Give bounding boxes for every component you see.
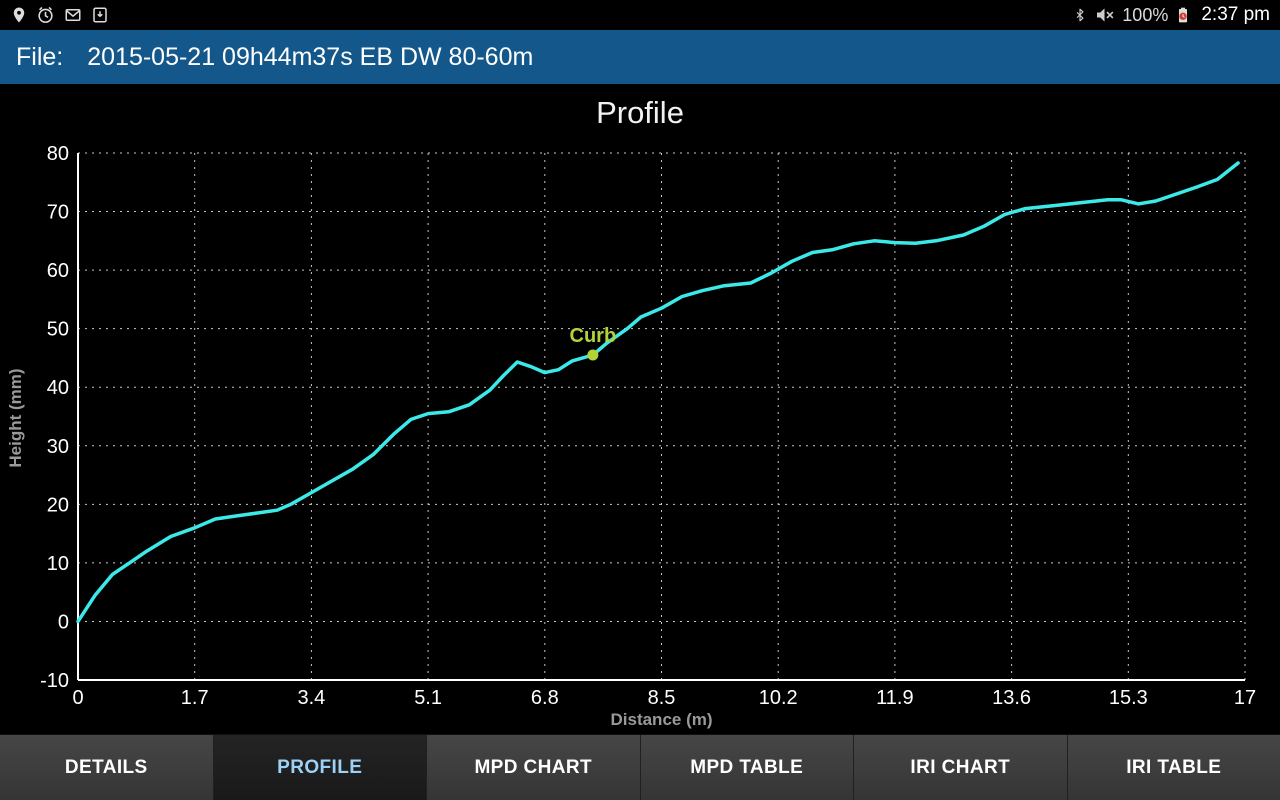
gmail-icon bbox=[65, 9, 81, 21]
x-tick-label: 5.1 bbox=[414, 687, 442, 709]
status-bar: 100% 2:37 pm bbox=[0, 0, 1280, 30]
tab-mpd-chart[interactable]: MPD CHART bbox=[426, 735, 640, 800]
x-axis-label: Distance (m) bbox=[610, 710, 713, 729]
tab-mpd-table[interactable]: MPD TABLE bbox=[639, 735, 853, 800]
chart-plot[interactable]: 0 1.7 3.4 5.1 6.8 8.5 10.2 11.9 13.6 15.3 17-10010… bbox=[0, 84, 1280, 734]
battery-icon bbox=[1179, 7, 1188, 23]
y-tick-label: 40 bbox=[47, 377, 69, 399]
x-tick-label: 13.6 bbox=[992, 687, 1031, 709]
y-tick-label: 30 bbox=[47, 436, 69, 458]
notification-icons bbox=[10, 5, 109, 25]
profile-line bbox=[76, 161, 1240, 624]
curb-label: Curb bbox=[570, 325, 617, 347]
x-tick-label: 15.3 bbox=[1109, 687, 1148, 709]
bluetooth-icon bbox=[1076, 8, 1084, 22]
tab-iri-table[interactable]: IRI TABLE bbox=[1066, 735, 1280, 800]
x-tick-label: 10.2 bbox=[759, 687, 798, 709]
file-title-bar: File: 2015-05-21 09h44m37s EB DW 80-60m bbox=[0, 30, 1280, 84]
y-tick-label: 0 bbox=[58, 611, 69, 633]
x-tick-label: 0 bbox=[72, 687, 83, 709]
y-tick-label: 20 bbox=[47, 494, 69, 516]
curb-marker bbox=[587, 349, 599, 361]
x-tick-label: 17 bbox=[1234, 687, 1256, 709]
y-tick-label: 10 bbox=[47, 553, 69, 575]
x-tick-label: 8.5 bbox=[648, 687, 676, 709]
bottom-tab-bar: DETAILS PROFILE MPD CHART MPD TABLE IRI … bbox=[0, 734, 1280, 800]
profile-chart[interactable]: Profile Height (mm) Distance (m) 0 1.7 3.4… bbox=[0, 84, 1280, 734]
x-tick-label: 11.9 bbox=[876, 687, 913, 709]
tab-details[interactable]: DETAILS bbox=[0, 735, 213, 800]
y-tick-label: 70 bbox=[47, 202, 69, 224]
file-label: File: bbox=[16, 42, 64, 71]
location-icon bbox=[13, 7, 25, 23]
alarm-icon bbox=[38, 6, 53, 23]
chart-title: Profile bbox=[596, 95, 684, 130]
tab-profile[interactable]: PROFILE bbox=[212, 735, 426, 800]
y-tick-label: -10 bbox=[40, 670, 69, 692]
system-status-icons: 100% 2:37 pm bbox=[1073, 4, 1270, 26]
y-tick-label: 80 bbox=[47, 143, 69, 165]
tab-iri-chart[interactable]: IRI CHART bbox=[853, 735, 1067, 800]
clock-time: 2:37 pm bbox=[1201, 4, 1270, 25]
battery-percent: 100% bbox=[1122, 4, 1169, 25]
y-tick-label: 50 bbox=[47, 319, 69, 341]
x-tick-label: 1.7 bbox=[181, 687, 209, 709]
y-axis-label: Height (mm) bbox=[6, 368, 25, 468]
mute-icon bbox=[1097, 8, 1114, 22]
download-icon bbox=[93, 7, 107, 23]
file-name: 2015-05-21 09h44m37s EB DW 80-60m bbox=[87, 42, 534, 71]
y-tick-label: 60 bbox=[47, 260, 69, 282]
x-tick-label: 6.8 bbox=[531, 687, 559, 709]
x-tick-label: 3.4 bbox=[297, 687, 325, 709]
